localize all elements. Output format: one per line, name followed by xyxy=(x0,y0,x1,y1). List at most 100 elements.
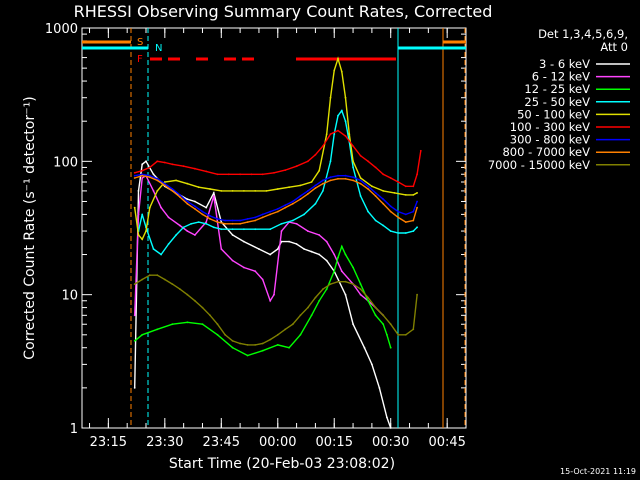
series-point-4 xyxy=(382,224,385,227)
series-point-4 xyxy=(220,228,223,231)
series-point-9 xyxy=(224,333,227,336)
series-point-5 xyxy=(333,69,336,72)
series-lines xyxy=(133,56,422,429)
series-point-9 xyxy=(194,299,196,302)
series-point-1 xyxy=(280,240,283,243)
series-point-5 xyxy=(288,186,290,189)
y-tick-label: 1 xyxy=(70,422,78,437)
night-flag-label: N xyxy=(155,43,162,54)
series-point-5 xyxy=(141,238,144,241)
y-axis-label: Corrected Count Rate (s⁻¹ detector⁻¹) xyxy=(22,96,38,359)
series-point-5 xyxy=(359,177,362,179)
series-point-5 xyxy=(344,96,347,99)
series-point-6 xyxy=(352,145,354,148)
series-point-3 xyxy=(156,328,159,331)
series-point-5 xyxy=(352,160,354,163)
series-point-5 xyxy=(197,186,200,189)
x-tick-label: 00:00 xyxy=(259,435,296,450)
series-point-4 xyxy=(412,230,415,233)
series-point-7 xyxy=(314,184,317,187)
series-point-8 xyxy=(141,174,144,177)
series-point-7 xyxy=(194,205,196,208)
series-point-4 xyxy=(333,133,336,136)
series-point-8 xyxy=(412,219,415,222)
legend-label-2: 6 - 12 keV xyxy=(532,70,590,84)
series-point-1 xyxy=(363,346,366,349)
series-point-4 xyxy=(212,226,215,229)
series-point-7 xyxy=(299,195,302,197)
legend-label-7: 300 - 800 keV xyxy=(510,133,590,147)
series-point-7 xyxy=(374,192,377,194)
series-point-1 xyxy=(205,206,208,209)
series-point-1 xyxy=(152,173,155,176)
series-point-9 xyxy=(239,342,242,345)
series-point-2 xyxy=(261,278,264,281)
series-point-4 xyxy=(141,213,144,216)
series-point-5 xyxy=(163,181,166,183)
series-point-5 xyxy=(299,184,302,187)
series-point-5 xyxy=(175,179,178,182)
series-point-7 xyxy=(254,216,257,219)
series-point-2 xyxy=(167,216,170,219)
series-point-5 xyxy=(137,234,140,236)
series-point-4 xyxy=(182,226,185,229)
series-point-7 xyxy=(261,213,264,216)
series-point-6 xyxy=(239,173,242,176)
series-point-7 xyxy=(397,210,400,213)
series-point-7 xyxy=(307,190,309,192)
series-point-8 xyxy=(209,218,211,220)
series-point-7 xyxy=(352,176,354,179)
x-tick-label: 00:30 xyxy=(372,435,409,450)
series-point-6 xyxy=(171,163,174,166)
series-point-1 xyxy=(288,240,290,243)
series-point-3 xyxy=(344,253,347,256)
series-point-9 xyxy=(171,283,174,285)
series-point-8 xyxy=(374,195,377,197)
series-point-2 xyxy=(205,221,208,224)
series-point-9 xyxy=(246,344,249,346)
series-point-3 xyxy=(276,344,279,346)
series-point-6 xyxy=(141,169,144,172)
series-point-3 xyxy=(261,349,264,352)
series-point-4 xyxy=(167,243,170,245)
series-point-3 xyxy=(333,270,336,273)
flare-flag-label: F xyxy=(137,54,143,65)
series-point-8 xyxy=(239,222,242,225)
series-point-8 xyxy=(352,179,354,182)
series-point-4 xyxy=(152,248,155,250)
series-point-5 xyxy=(371,185,373,188)
series-point-9 xyxy=(314,296,317,299)
series-point-3 xyxy=(133,340,136,342)
series-point-2 xyxy=(133,314,136,317)
series-point-2 xyxy=(243,266,245,269)
series-point-5 xyxy=(337,57,339,60)
generation-timestamp: 15-Oct-2021 11:19 xyxy=(560,467,636,476)
series-point-7 xyxy=(284,204,287,207)
series-point-2 xyxy=(179,224,181,227)
series-point-8 xyxy=(404,221,407,224)
series-point-8 xyxy=(359,182,362,185)
series-point-2 xyxy=(333,253,336,256)
series-point-5 xyxy=(156,190,159,192)
series-point-6 xyxy=(205,170,208,173)
series-point-9 xyxy=(269,338,272,341)
series-point-8 xyxy=(163,184,166,187)
legend-label-5: 50 - 100 keV xyxy=(517,107,590,121)
series-point-8 xyxy=(329,179,332,182)
series-point-2 xyxy=(325,240,328,243)
series-point-8 xyxy=(231,222,234,225)
series-point-5 xyxy=(276,188,279,190)
series-point-7 xyxy=(239,219,242,222)
series-point-6 xyxy=(367,160,369,163)
series-point-4 xyxy=(231,228,234,231)
series-point-6 xyxy=(295,165,298,168)
series-point-3 xyxy=(374,314,377,317)
series-point-9 xyxy=(344,280,347,283)
series-point-9 xyxy=(397,333,400,336)
series-line-2 xyxy=(134,174,384,316)
series-point-9 xyxy=(201,306,204,309)
series-point-6 xyxy=(337,129,339,132)
series-point-2 xyxy=(359,293,362,296)
series-point-6 xyxy=(322,145,324,148)
series-point-7 xyxy=(163,182,166,185)
